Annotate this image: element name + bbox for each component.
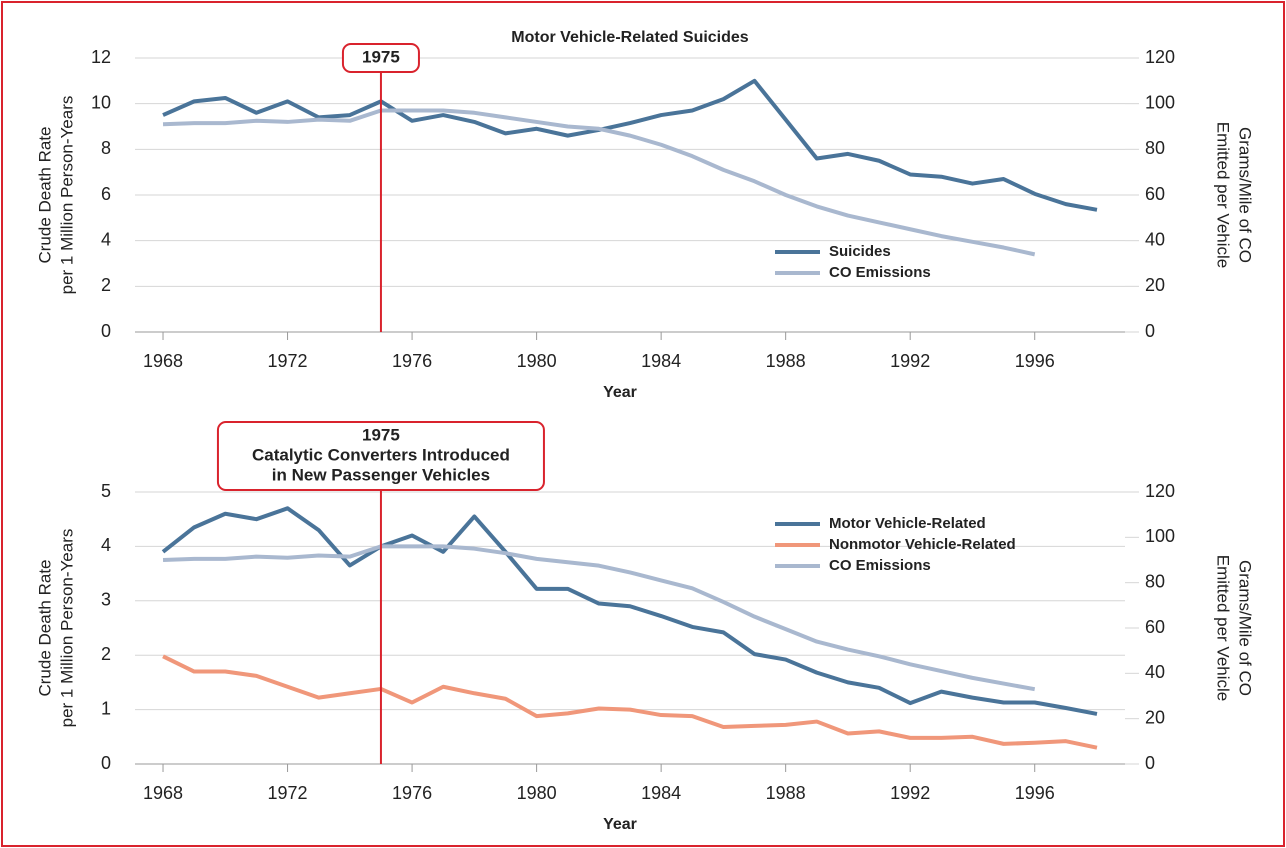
y-axis-label: Crude Death Rate (35, 126, 54, 263)
legend-label: Nonmotor Vehicle-Related (829, 536, 1016, 553)
x-tick-label: 1972 (268, 783, 308, 803)
series-line (162, 78, 1098, 212)
y-tick-label: 6 (101, 184, 111, 204)
series-line (162, 544, 1036, 692)
series-line (162, 654, 1098, 750)
y-axis-label: per 1 Million Person-Years (57, 96, 76, 295)
y-tick-label: 5 (101, 481, 111, 501)
series-line (161, 506, 1098, 716)
y2-axis-label: Grams/Mile of CO (1236, 560, 1255, 696)
x-tick-label: 1976 (392, 783, 432, 803)
y-tick-label: 1 (101, 698, 111, 718)
y2-tick-label: 0 (1145, 321, 1155, 341)
x-tick-label: 1968 (143, 783, 183, 803)
y2-tick-label: 80 (1145, 571, 1165, 591)
legend-label: CO Emissions (829, 264, 931, 281)
x-tick-label: 1972 (268, 351, 308, 371)
y2-axis-label: Emitted per Vehicle (1214, 555, 1233, 701)
y-axis-label: Crude Death Rate (35, 559, 54, 696)
y2-axis-label: Grams/Mile of CO (1236, 127, 1255, 263)
y2-tick-label: 20 (1145, 707, 1165, 727)
x-tick-label: 1984 (641, 351, 681, 371)
x-tick-label: 1984 (641, 783, 681, 803)
y-tick-label: 10 (91, 92, 111, 112)
legend-label: CO Emissions (829, 557, 931, 574)
annotation-text: 1975 (362, 425, 400, 444)
y2-tick-label: 120 (1145, 481, 1175, 501)
y-tick-label: 2 (101, 275, 111, 295)
annotation-text: 1975 (362, 47, 400, 66)
y2-axis-label: Emitted per Vehicle (1214, 122, 1233, 268)
y2-tick-label: 60 (1145, 617, 1165, 637)
y-tick-label: 0 (101, 753, 111, 773)
x-tick-label: 1992 (890, 783, 930, 803)
y2-tick-label: 80 (1145, 138, 1165, 158)
y-tick-label: 0 (101, 321, 111, 341)
y2-tick-label: 40 (1145, 229, 1165, 249)
annotation-text: Catalytic Converters Introduced (252, 445, 510, 464)
x-tick-label: 1988 (766, 351, 806, 371)
y-tick-label: 4 (101, 535, 111, 555)
y2-tick-label: 0 (1145, 753, 1155, 773)
legend-label: Motor Vehicle-Related (829, 515, 986, 532)
chart-title: Motor Vehicle-Related Suicides (511, 29, 749, 46)
y-tick-label: 8 (101, 138, 111, 158)
y-tick-label: 4 (101, 229, 111, 249)
y2-tick-label: 100 (1145, 92, 1175, 112)
x-tick-label: 1992 (890, 351, 930, 371)
y2-tick-label: 40 (1145, 662, 1165, 682)
x-tick-label: 1988 (766, 783, 806, 803)
y2-tick-label: 100 (1145, 526, 1175, 546)
x-tick-label: 1980 (517, 351, 557, 371)
y-axis-label: per 1 Million Person-Years (57, 529, 76, 728)
legend-label: Suicides (829, 243, 891, 260)
y-tick-label: 2 (101, 644, 111, 664)
annotation-box (216, 421, 545, 491)
x-axis-label: Year (603, 384, 637, 401)
series-line (162, 108, 1036, 257)
x-tick-label: 1996 (1015, 351, 1055, 371)
x-tick-label: 1996 (1015, 783, 1055, 803)
y2-tick-label: 20 (1145, 275, 1165, 295)
x-tick-label: 1976 (392, 351, 432, 371)
y-tick-label: 3 (101, 590, 111, 610)
x-tick-label: 1980 (517, 783, 557, 803)
annotation-text: in New Passenger Vehicles (272, 465, 490, 484)
x-tick-label: 1968 (143, 351, 183, 371)
x-axis-label: Year (603, 816, 637, 833)
annotation-box (341, 43, 420, 73)
y2-tick-label: 60 (1145, 184, 1165, 204)
y-tick-label: 12 (91, 47, 111, 67)
y2-tick-label: 120 (1145, 47, 1175, 67)
